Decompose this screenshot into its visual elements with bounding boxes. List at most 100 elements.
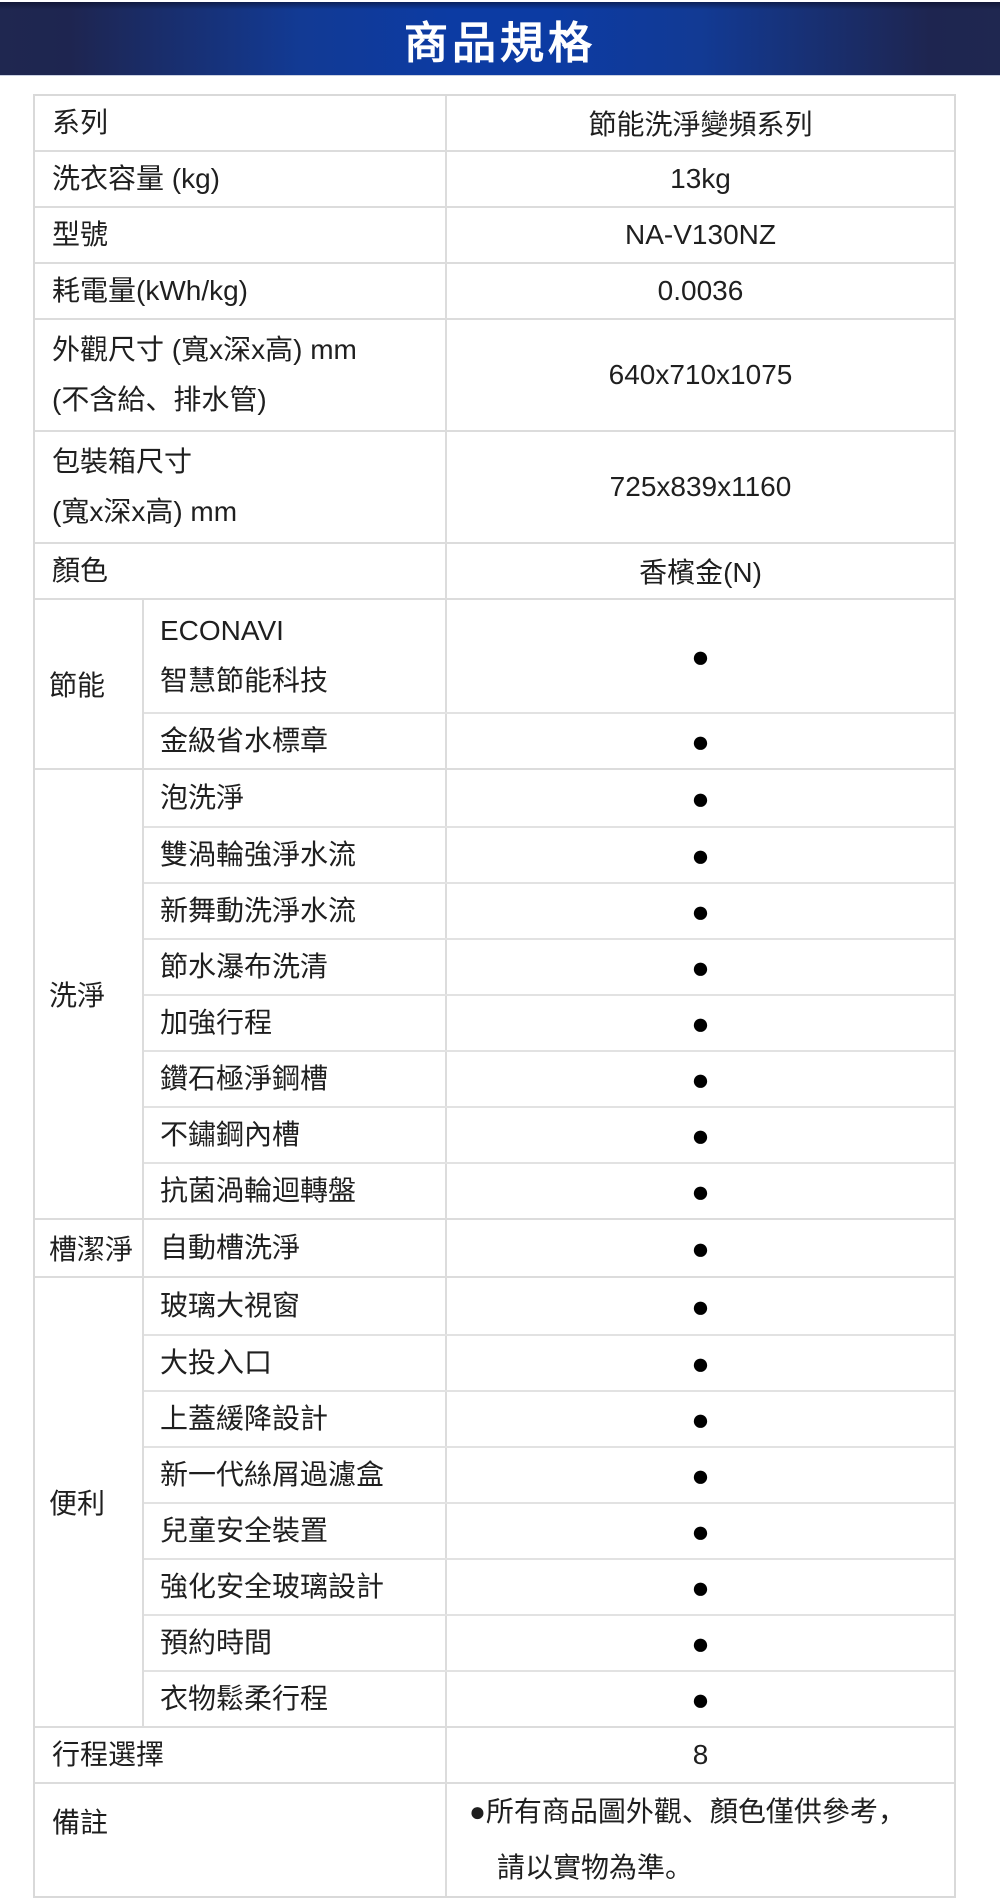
row-model: 型號 NA-V130NZ: [35, 208, 954, 264]
feature-value-cell: ●: [445, 1052, 954, 1106]
feature-label: 兒童安全裝置: [160, 1515, 329, 1546]
spec-value: 節能洗淨變頻系列: [588, 109, 813, 140]
feature-row: 衣物鬆柔行程 ●: [144, 1670, 954, 1726]
feature-value-cell: ●: [445, 1504, 954, 1558]
feature-value-cell: ●: [445, 1220, 954, 1276]
feature-row: 加強行程 ●: [144, 994, 954, 1050]
feature-value-cell: ●: [445, 996, 954, 1050]
row-color: 顏色 香檳金(N): [35, 544, 954, 600]
spec-label-cell: 行程選擇: [35, 1728, 445, 1782]
page-title: 商品規格: [404, 18, 596, 68]
row-power-consumption: 耗電量(kWh/kg) 0.0036: [35, 264, 954, 320]
spec-label: 洗衣容量 (kg): [52, 163, 221, 194]
spec-value: 640x710x1075: [608, 359, 793, 390]
feature-label: 鑽石極淨鋼槽: [160, 1063, 329, 1094]
note-line1: ●所有商品圖外觀、顏色僅供參考，: [469, 1796, 906, 1827]
feature-label: 節水瀑布洗清: [160, 951, 329, 982]
group-features: 泡洗淨 ● 雙渦輪強淨水流 ● 新舞動洗淨水流 ●: [142, 770, 954, 1218]
group-label: 槽潔淨: [49, 1234, 134, 1265]
feature-dot: ●: [691, 893, 710, 929]
feature-row: 泡洗淨 ●: [144, 770, 954, 826]
feature-dot: ●: [691, 1117, 710, 1153]
row-capacity: 洗衣容量 (kg) 13kg: [35, 152, 954, 208]
feature-value-cell: ●: [445, 1278, 954, 1334]
spec-label: 外觀尺寸 (寬x深x高) mm: [52, 334, 357, 365]
spec-value: 8: [692, 1739, 709, 1770]
group-convenience: 便利 玻璃大視窗 ● 大投入口 ● 上蓋緩降設計: [35, 1278, 954, 1728]
feature-label: 新一代絲屑過濾盒: [160, 1459, 385, 1490]
row-series: 系列 節能洗淨變頻系列: [35, 96, 954, 152]
spec-value: 13kg: [670, 163, 731, 194]
feature-label-cell: 玻璃大視窗: [144, 1278, 445, 1334]
feature-row: 玻璃大視窗 ●: [144, 1278, 954, 1334]
spec-label: 行程選擇: [52, 1739, 165, 1770]
feature-label: 強化安全玻璃設計: [160, 1571, 385, 1602]
feature-value-cell: ●: [445, 600, 954, 712]
feature-label-cell: 加強行程: [144, 996, 445, 1050]
feature-label: 大投入口: [160, 1347, 273, 1378]
feature-label-cell: 新舞動洗淨水流: [144, 884, 445, 938]
feature-label: 金級省水標章: [160, 725, 329, 756]
feature-label-cell: 衣物鬆柔行程: [144, 1672, 445, 1726]
feature-value-cell: ●: [445, 1164, 954, 1218]
spec-value-cell: 640x710x1075: [445, 320, 954, 430]
feature-label-cell: 不鏽鋼內槽: [144, 1108, 445, 1162]
spec-label: 備註: [52, 1807, 109, 1838]
feature-label-cell: 預約時間: [144, 1616, 445, 1670]
feature-label-cell: 上蓋緩降設計: [144, 1392, 445, 1446]
spec-value-cell: 8: [445, 1728, 954, 1782]
spec-label-line2: (不含給、排水管): [52, 384, 267, 415]
feature-row: 上蓋緩降設計 ●: [144, 1390, 954, 1446]
feature-label-cell: 泡洗淨: [144, 770, 445, 826]
feature-dot: ●: [691, 1625, 710, 1661]
group-label-cell: 槽潔淨: [35, 1220, 142, 1276]
feature-dot: ●: [691, 1401, 710, 1437]
feature-row: 雙渦輪強淨水流 ●: [144, 826, 954, 882]
spec-value-cell: 香檳金(N): [445, 544, 954, 598]
feature-label: 玻璃大視窗: [160, 1290, 301, 1321]
feature-row: ECONAVI 智慧節能科技 ●: [144, 600, 954, 712]
feature-value-cell: ●: [445, 714, 954, 768]
feature-label-cell: 大投入口: [144, 1336, 445, 1390]
note-line2: 請以實物為準。: [497, 1852, 694, 1883]
note-value-cell: ●所有商品圖外觀、顏色僅供參考， 請以實物為準。: [445, 1784, 954, 1896]
spec-banner: 商品規格: [0, 2, 1000, 76]
spec-label-cell: 包裝箱尺寸 (寬x深x高) mm: [35, 432, 445, 542]
feature-value-cell: ●: [445, 828, 954, 882]
row-dimensions: 外觀尺寸 (寬x深x高) mm (不含給、排水管) 640x710x1075: [35, 320, 954, 432]
feature-label: 加強行程: [160, 1007, 273, 1038]
spec-label-cell: 系列: [35, 96, 445, 150]
feature-label-cell: 強化安全玻璃設計: [144, 1560, 445, 1614]
group-energy-saving: 節能 ECONAVI 智慧節能科技 ● 金級省水標章 ●: [35, 600, 954, 770]
group-features: 自動槽洗淨 ●: [142, 1220, 954, 1276]
feature-label-cell: 抗菌渦輪迴轉盤: [144, 1164, 445, 1218]
feature-value-cell: ●: [445, 884, 954, 938]
feature-row: 不鏽鋼內槽 ●: [144, 1106, 954, 1162]
group-label: 便利: [49, 1488, 106, 1519]
feature-dot: ●: [691, 1345, 710, 1381]
group-label: 節能: [49, 670, 106, 701]
feature-row: 鑽石極淨鋼槽 ●: [144, 1050, 954, 1106]
feature-dot: ●: [691, 1061, 710, 1097]
spec-label-cell: 外觀尺寸 (寬x深x高) mm (不含給、排水管): [35, 320, 445, 430]
feature-dot: ●: [691, 1173, 710, 1209]
feature-label: 不鏽鋼內槽: [160, 1119, 301, 1150]
feature-label-cell: 自動槽洗淨: [144, 1220, 445, 1276]
feature-label-cell: 兒童安全裝置: [144, 1504, 445, 1558]
feature-label: 衣物鬆柔行程: [160, 1683, 329, 1714]
feature-value-cell: ●: [445, 940, 954, 994]
feature-dot: ●: [691, 780, 710, 816]
group-label-cell: 便利: [35, 1278, 142, 1726]
spec-label: 耗電量(kWh/kg): [52, 275, 249, 306]
feature-dot: ●: [691, 1288, 710, 1324]
feature-label-cell: ECONAVI 智慧節能科技: [144, 600, 445, 712]
feature-row: 兒童安全裝置 ●: [144, 1502, 954, 1558]
feature-value-cell: ●: [445, 770, 954, 826]
group-features: ECONAVI 智慧節能科技 ● 金級省水標章 ●: [142, 600, 954, 768]
feature-row: 自動槽洗淨 ●: [144, 1220, 954, 1276]
feature-value-cell: ●: [445, 1392, 954, 1446]
feature-label: 泡洗淨: [160, 782, 245, 813]
feature-value-cell: ●: [445, 1336, 954, 1390]
spec-value-cell: 725x839x1160: [445, 432, 954, 542]
group-label-cell: 節能: [35, 600, 142, 768]
